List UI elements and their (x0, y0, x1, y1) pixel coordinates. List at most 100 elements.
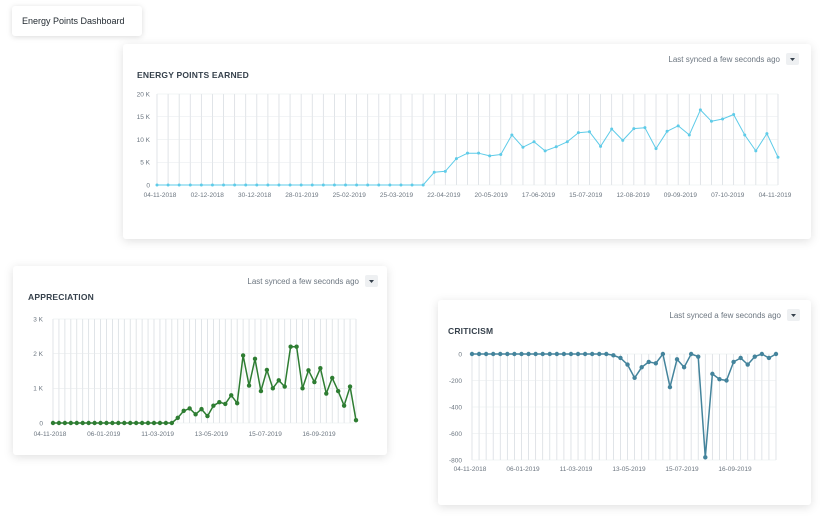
chart-title: CRITICISM (448, 326, 494, 336)
data-point (151, 420, 157, 426)
data-point (547, 351, 552, 357)
data-point (674, 357, 680, 362)
data-point (443, 169, 447, 173)
data-point (667, 384, 673, 390)
data-point (355, 183, 359, 187)
data-point (709, 119, 713, 123)
data-point (776, 155, 780, 159)
data-point (773, 351, 779, 357)
data-point (568, 351, 574, 357)
x-tick-label: 04-11-2018 (34, 431, 67, 438)
data-point (177, 183, 181, 187)
data-point (752, 354, 757, 359)
data-point (698, 108, 702, 112)
data-point (300, 386, 305, 391)
data-point (347, 384, 353, 389)
sync-status: Last synced a few seconds ago (669, 309, 800, 321)
data-point (466, 151, 469, 155)
data-point (498, 351, 503, 357)
data-point (255, 183, 259, 187)
data-point (754, 149, 758, 153)
chevron-down-icon[interactable] (365, 275, 378, 287)
x-tick-label: 04-11-2019 (759, 192, 792, 199)
data-point (731, 359, 736, 365)
data-point (399, 183, 403, 187)
sync-text: Last synced a few seconds ago (668, 54, 780, 64)
data-point (491, 351, 496, 357)
data-point (488, 154, 492, 158)
data-point (582, 351, 588, 357)
x-tick-label: 15-07-2019 (249, 431, 283, 438)
data-point (187, 406, 192, 411)
data-point (561, 351, 567, 357)
x-tick-label: 07-10-2019 (711, 192, 745, 199)
sync-text: Last synced a few seconds ago (669, 310, 781, 320)
data-point (653, 361, 659, 366)
chart-title: APPRECIATION (28, 292, 94, 302)
data-point (294, 344, 299, 349)
data-point (681, 365, 687, 370)
data-point (575, 351, 581, 357)
x-tick-label: 04-11-2018 (454, 466, 487, 473)
data-point (264, 367, 270, 373)
chart-plot-criticism: -800 -600 -400 -200 0 04-11-2018 06-01-2019 11-… (449, 351, 779, 473)
chevron-down-icon[interactable] (787, 309, 800, 321)
data-point (665, 129, 669, 133)
data-point (687, 133, 691, 137)
x-tick-label: 28-01-2019 (285, 192, 319, 199)
data-point (432, 170, 436, 174)
data-point (211, 403, 216, 408)
data-point (738, 355, 743, 361)
data-point (565, 140, 569, 144)
data-point (421, 183, 425, 187)
data-point (92, 420, 97, 426)
data-point (454, 157, 458, 161)
data-point (181, 408, 186, 414)
x-tick-label: 15-07-2019 (665, 466, 699, 473)
data-point (252, 356, 258, 362)
data-point (643, 126, 647, 130)
data-point (139, 420, 145, 426)
data-point (377, 183, 381, 187)
x-tick-label: 13-05-2019 (612, 466, 646, 473)
data-point (532, 140, 536, 144)
data-point (155, 183, 159, 187)
data-point (597, 351, 602, 357)
data-point (199, 183, 203, 187)
y-tick-label: 0 (458, 351, 462, 358)
sync-status: Last synced a few seconds ago (668, 53, 799, 65)
data-point (721, 117, 725, 121)
data-point (270, 386, 276, 391)
y-tick-label: 2 K (33, 351, 43, 358)
data-point (521, 145, 525, 149)
data-point (505, 351, 510, 357)
data-point (587, 130, 591, 134)
x-tick-label: 06-01-2019 (506, 466, 540, 473)
data-point (654, 147, 658, 151)
data-point (312, 379, 317, 385)
x-tick-label: 02-12-2018 (191, 192, 225, 199)
data-point (128, 420, 133, 426)
x-tick-label: 20-05-2019 (475, 192, 509, 199)
data-point (510, 133, 514, 137)
data-point (233, 183, 237, 187)
data-point (759, 351, 765, 357)
data-point (321, 183, 325, 187)
data-point (210, 183, 214, 187)
y-tick-label: -200 (449, 378, 462, 385)
data-point (258, 388, 264, 394)
data-point (660, 351, 666, 357)
x-tick-label: 16-09-2019 (718, 466, 752, 473)
chevron-down-icon[interactable] (786, 53, 799, 65)
data-point (62, 420, 68, 426)
dashboard-title: Energy Points Dashboard (22, 16, 125, 26)
data-point (589, 351, 595, 357)
data-point (540, 351, 545, 357)
x-tick-label: 25-03-2019 (380, 192, 414, 199)
data-point (732, 112, 736, 116)
y-tick-label: 3 K (33, 316, 43, 323)
chart-plot-earned: 0 5 K 10 K 15 K 20 K 04-11-2018 02-12-2018 30-1… (137, 91, 792, 199)
